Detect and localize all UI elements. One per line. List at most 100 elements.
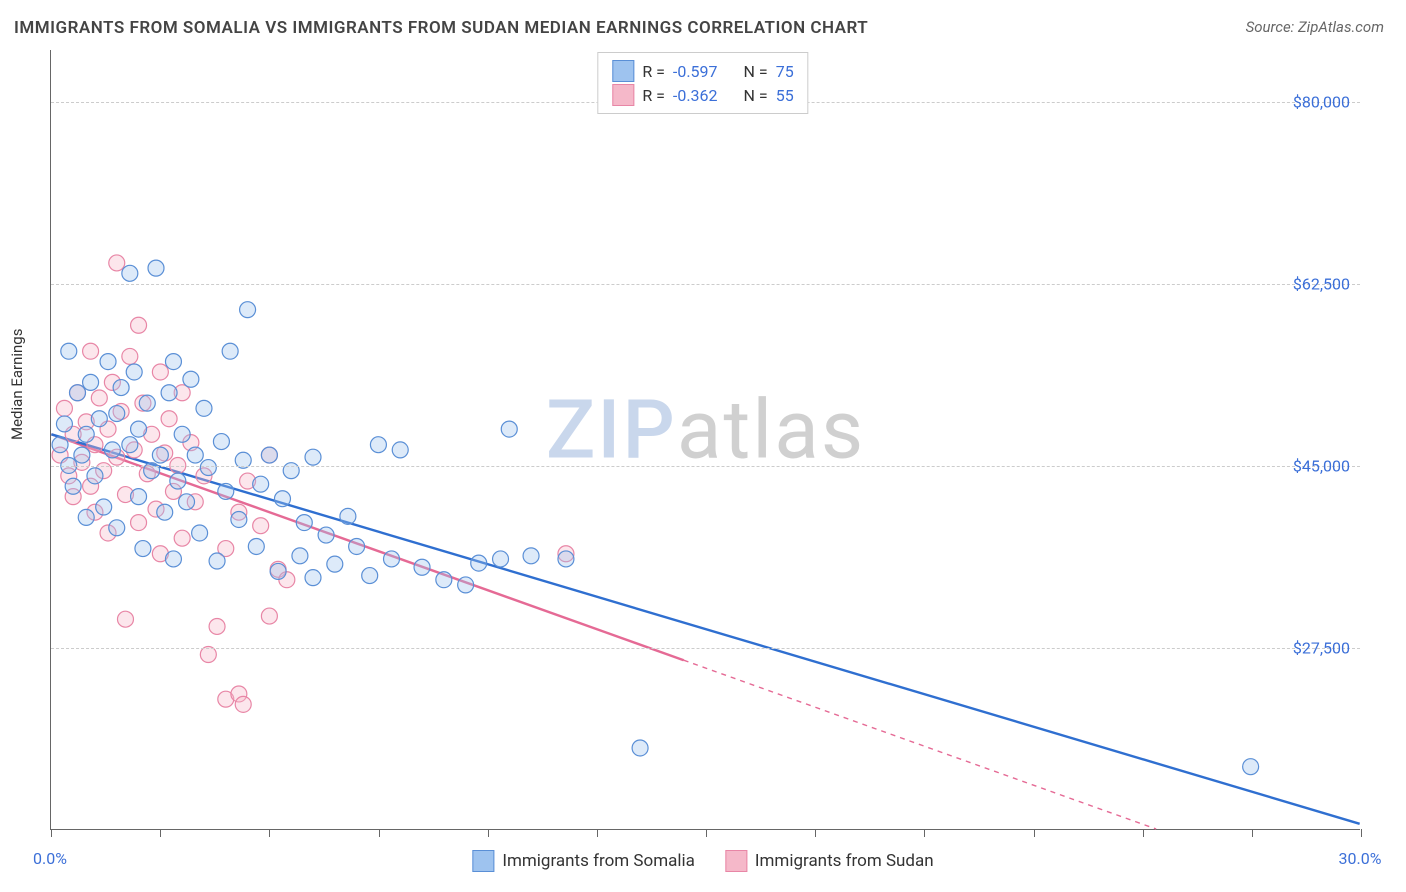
x-tick xyxy=(924,829,925,837)
data-point xyxy=(56,400,72,416)
data-point xyxy=(240,302,256,318)
data-point xyxy=(91,411,107,427)
plot-area: ZIPatlas $27,500$45,000$62,500$80,000 xyxy=(50,50,1360,830)
data-point xyxy=(305,449,321,465)
swatch-somalia xyxy=(612,60,634,82)
correlation-row-sudan: R = -0.362 N = 55 xyxy=(612,84,793,106)
x-tick xyxy=(815,829,816,837)
x-tick xyxy=(1034,829,1035,837)
y-tick-label: $80,000 xyxy=(1293,93,1350,112)
data-point xyxy=(362,568,378,584)
data-point xyxy=(174,426,190,442)
data-point xyxy=(632,740,648,756)
x-tick xyxy=(488,829,489,837)
data-point xyxy=(161,385,177,401)
data-point xyxy=(200,460,216,476)
x-tick xyxy=(597,829,598,837)
data-point xyxy=(458,577,474,593)
n-label: N = xyxy=(744,62,768,81)
data-point xyxy=(270,563,286,579)
data-point xyxy=(370,437,386,453)
data-point xyxy=(157,504,173,520)
data-point xyxy=(126,364,142,380)
n-label: N = xyxy=(744,86,768,105)
data-point xyxy=(196,400,212,416)
data-point xyxy=(493,551,509,567)
y-axis-label: Median Earnings xyxy=(8,329,26,440)
chart-title: IMMIGRANTS FROM SOMALIA VS IMMIGRANTS FR… xyxy=(14,18,868,38)
data-point xyxy=(109,520,125,536)
x-tick-label: 30.0% xyxy=(1339,849,1382,868)
data-point xyxy=(139,395,155,411)
data-point xyxy=(56,416,72,432)
data-point xyxy=(122,348,138,364)
data-point xyxy=(117,611,133,627)
data-point xyxy=(296,515,312,531)
data-point xyxy=(91,390,107,406)
data-point xyxy=(113,380,129,396)
data-point xyxy=(65,478,81,494)
data-point xyxy=(209,618,225,634)
data-point xyxy=(161,411,177,427)
legend-item-sudan: Immigrants from Sudan xyxy=(725,850,934,872)
r-value-sudan: -0.362 xyxy=(673,86,718,105)
data-point xyxy=(165,354,181,370)
data-point xyxy=(274,491,290,507)
data-point xyxy=(179,494,195,510)
data-point xyxy=(87,468,103,484)
data-point xyxy=(83,343,99,359)
series-legend: Immigrants from Somalia Immigrants from … xyxy=(472,850,933,872)
data-point xyxy=(122,437,138,453)
data-point xyxy=(558,551,574,567)
swatch-sudan-bottom xyxy=(725,850,747,872)
swatch-somalia-bottom xyxy=(472,850,494,872)
data-point xyxy=(100,354,116,370)
data-point xyxy=(392,442,408,458)
data-point xyxy=(83,374,99,390)
data-point xyxy=(501,421,517,437)
r-label: R = xyxy=(642,86,665,105)
r-label: R = xyxy=(642,62,665,81)
data-point xyxy=(96,499,112,515)
legend-label-somalia: Immigrants from Somalia xyxy=(502,851,695,871)
x-tick-label: 0.0% xyxy=(33,849,67,868)
data-point xyxy=(61,343,77,359)
data-point xyxy=(231,511,247,527)
data-point xyxy=(152,364,168,380)
data-point xyxy=(209,553,225,569)
x-tick xyxy=(1143,829,1144,837)
data-point xyxy=(261,608,277,624)
points-layer xyxy=(51,50,1360,829)
source-attribution: Source: ZipAtlas.com xyxy=(1246,18,1384,36)
n-value-sudan: 55 xyxy=(776,86,794,105)
data-point xyxy=(148,260,164,276)
y-tick-label: $27,500 xyxy=(1293,639,1350,658)
data-point xyxy=(183,371,199,387)
x-tick xyxy=(1252,829,1253,837)
data-point xyxy=(235,696,251,712)
data-point xyxy=(192,525,208,541)
data-point xyxy=(1243,759,1259,775)
x-tick xyxy=(706,829,707,837)
data-point xyxy=(52,437,68,453)
data-point xyxy=(131,421,147,437)
data-point xyxy=(131,515,147,531)
data-point xyxy=(78,426,94,442)
data-point xyxy=(305,570,321,586)
gridline xyxy=(51,466,1360,467)
data-point xyxy=(253,518,269,534)
y-tick-label: $62,500 xyxy=(1293,275,1350,294)
legend-label-sudan: Immigrants from Sudan xyxy=(755,851,934,871)
data-point xyxy=(222,343,238,359)
data-point xyxy=(523,548,539,564)
data-point xyxy=(327,556,343,572)
data-point xyxy=(218,483,234,499)
data-point xyxy=(318,527,334,543)
y-tick-label: $45,000 xyxy=(1293,457,1350,476)
data-point xyxy=(174,530,190,546)
data-point xyxy=(78,509,94,525)
x-tick xyxy=(379,829,380,837)
gridline xyxy=(51,284,1360,285)
data-point xyxy=(170,473,186,489)
x-tick xyxy=(51,829,52,837)
